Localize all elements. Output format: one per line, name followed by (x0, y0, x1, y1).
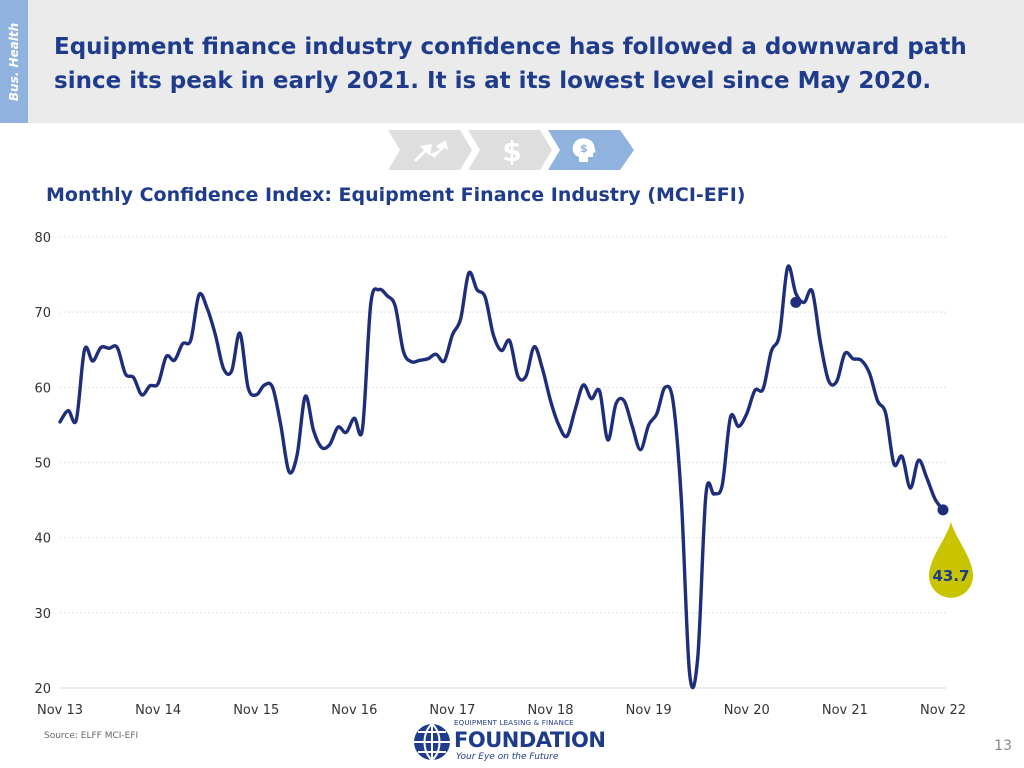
y-tick-label: 40 (34, 532, 51, 547)
nav-item-business-health[interactable]: $ (548, 130, 634, 170)
logo-wordmark: FOUNDATION (454, 728, 606, 752)
double-arrow-icon (414, 140, 448, 162)
x-tick-label: Nov 14 (135, 703, 181, 718)
section-tab-label: Bus. Health (7, 22, 21, 102)
y-tick-label: 60 (34, 381, 51, 396)
confidence-chart: 20 30 40 50 60 70 80 Nov 13 Nov 14 Nov 15 Nov 16 N… (34, 231, 973, 718)
chart-title: Monthly Confidence Index: Equipment Fina… (46, 184, 746, 206)
globe-icon (414, 723, 450, 761)
svg-text:$: $ (580, 142, 588, 155)
section-nav: $ $ (388, 130, 634, 170)
page-number: 13 (994, 738, 1012, 754)
x-tick-label: Nov 17 (429, 703, 475, 718)
latest-value-callout (929, 521, 973, 598)
nav-item-finance[interactable]: $ (468, 130, 552, 170)
x-tick-label: Nov 20 (724, 703, 770, 718)
header-band (0, 0, 1024, 123)
y-tick-label: 80 (34, 231, 51, 246)
x-tick-label: Nov 21 (822, 703, 868, 718)
dollar-sign-icon: $ (502, 135, 521, 168)
nav-item-growth[interactable] (388, 130, 472, 170)
data-point-marker (937, 504, 949, 516)
x-tick-label: Nov 15 (233, 703, 279, 718)
foundation-logo: EQUIPMENT LEASING & FINANCE FOUNDATION Y… (410, 718, 610, 766)
source-note: Source: ELFF MCI-EFI (44, 731, 139, 741)
headline-line-1: Equipment finance industry confidence ha… (54, 34, 967, 60)
x-tick-label: Nov 22 (920, 703, 966, 718)
x-tick-label: Nov 18 (528, 703, 574, 718)
latest-value-label: 43.7 (932, 567, 969, 585)
logo-top-line: EQUIPMENT LEASING & FINANCE (454, 719, 574, 727)
x-tick-label: Nov 16 (331, 703, 377, 718)
y-tick-label: 70 (34, 306, 51, 321)
mci-efi-line (58, 264, 945, 690)
headline-line-2: since its peak in early 2021. It is at i… (54, 68, 932, 94)
y-tick-label: 20 (34, 682, 51, 697)
y-tick-label: 50 (34, 457, 51, 472)
logo-tagline: Your Eye on the Future (456, 752, 559, 762)
slide-headline: Equipment finance industry confidence ha… (54, 30, 984, 98)
x-tick-label: Nov 13 (37, 703, 83, 718)
x-tick-label: Nov 19 (626, 703, 672, 718)
y-tick-label: 30 (34, 607, 51, 622)
head-dollar-icon: $ (572, 138, 596, 162)
data-point-marker (790, 296, 802, 308)
section-tab[interactable]: Bus. Health (0, 0, 28, 123)
